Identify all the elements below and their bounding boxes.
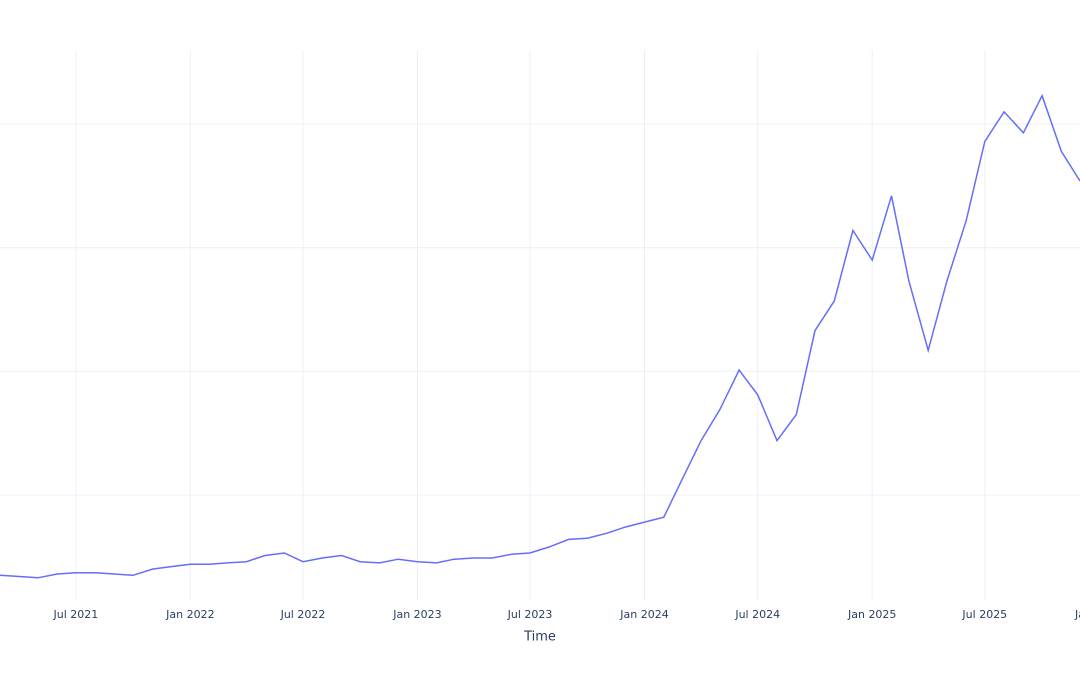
x-tick-label: Jul 2025 xyxy=(961,608,1007,621)
x-tick-label: Jan 2024 xyxy=(619,608,668,621)
x-tick-label: Jul 2023 xyxy=(507,608,553,621)
x-tick-label: Jan 2022 xyxy=(165,608,214,621)
x-axis-title: Time xyxy=(523,630,556,645)
line xyxy=(0,93,1080,579)
x-tick-label: Jan 2026 xyxy=(1074,608,1080,621)
x-tick-label: Jul 2024 xyxy=(734,608,780,621)
x-tick-label: Jul 2021 xyxy=(53,608,99,621)
x-tick-label: Jan 2023 xyxy=(392,608,441,621)
x-tick-label: Jan 2025 xyxy=(847,608,896,621)
x-tick-label: Jul 2022 xyxy=(280,608,326,621)
